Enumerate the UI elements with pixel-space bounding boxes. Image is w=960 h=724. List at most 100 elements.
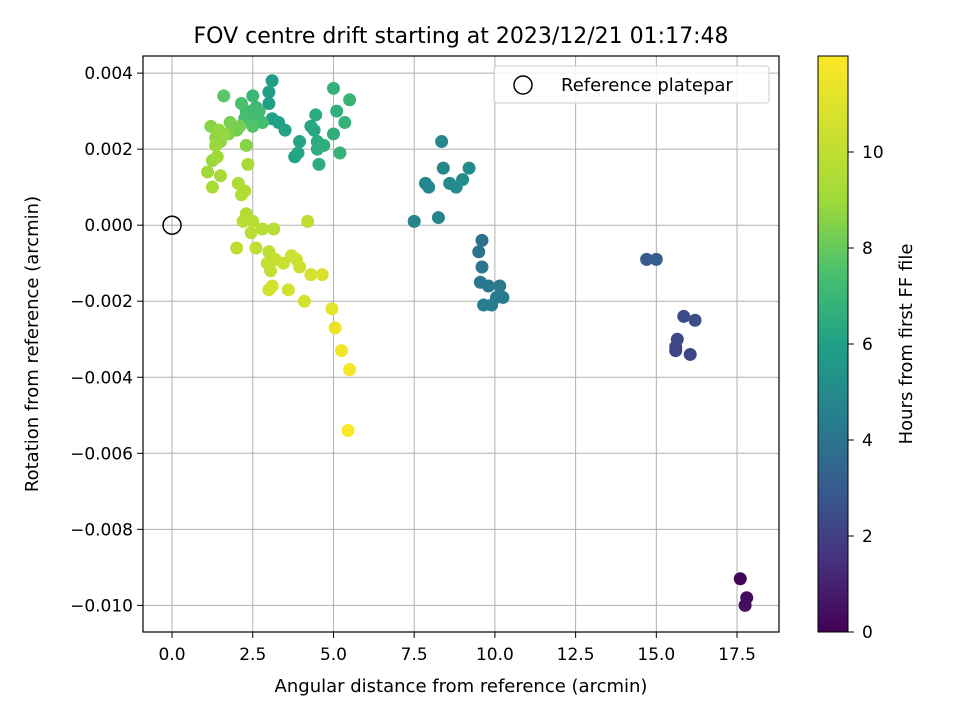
data-point: [239, 138, 253, 152]
data-point: [317, 138, 331, 152]
y-tick-label: −0.008: [70, 520, 133, 540]
reference-marker: [162, 215, 182, 235]
y-tick-label: −0.002: [70, 292, 133, 312]
data-point: [278, 123, 292, 137]
data-point: [265, 74, 279, 88]
legend-label: Reference platepar: [561, 75, 733, 96]
data-point: [264, 264, 278, 278]
y-tick-label: 0.002: [84, 140, 133, 160]
colorbar: 0 2 4 6 8 10 Hours from first FF file: [817, 55, 917, 643]
data-point: [343, 363, 357, 377]
colorbar-tick-label: 8: [862, 239, 873, 259]
colorbar-tick-label: 2: [862, 527, 873, 547]
data-point: [326, 81, 340, 95]
data-point: [435, 135, 449, 149]
x-tick-label: 7.5: [401, 645, 428, 665]
data-point: [309, 108, 323, 122]
x-tick-label: 15.0: [637, 645, 675, 665]
data-point: [297, 294, 311, 308]
data-point: [201, 165, 215, 179]
data-point: [328, 321, 342, 335]
data-point: [431, 211, 445, 225]
data-point: [738, 598, 752, 612]
x-tick-label: 12.5: [557, 645, 595, 665]
data-point: [246, 89, 260, 103]
data-point: [315, 268, 329, 282]
data-point: [293, 260, 307, 274]
plot-area-frame: [142, 55, 780, 633]
y-tick-label: 0.000: [84, 216, 133, 236]
x-tick-label: 10.0: [476, 645, 514, 665]
data-point: [267, 222, 281, 236]
data-point: [291, 146, 305, 160]
data-point: [462, 161, 476, 175]
data-point: [265, 279, 279, 293]
data-point: [301, 214, 315, 228]
data-point: [217, 89, 231, 103]
x-tick-label: 0.0: [159, 645, 186, 665]
data-point: [338, 116, 352, 130]
data-point: [475, 233, 489, 247]
x-axis-ticks: 0.0 2.5 5.0 7.5 10.0 12.5 15.0 17.5: [159, 632, 756, 665]
data-point: [640, 252, 654, 266]
data-point: [244, 226, 258, 240]
data-point: [210, 150, 224, 164]
data-point: [333, 146, 347, 160]
data-point: [234, 97, 248, 111]
y-axis-ticks: 0.004 0.002 0.000 −0.002 −0.004 −0.006 −0.008 −…: [70, 64, 143, 616]
data-point: [312, 157, 326, 171]
data-point: [343, 93, 357, 107]
data-point: [209, 138, 223, 152]
data-point: [236, 214, 250, 228]
data-point: [496, 290, 510, 304]
x-tick-label: 17.5: [718, 645, 756, 665]
grid-lines: [143, 56, 779, 632]
data-point: [205, 180, 219, 194]
y-tick-label: −0.006: [70, 444, 133, 464]
data-point: [212, 123, 226, 137]
colorbar-label: Hours from first FF file: [896, 244, 917, 445]
data-point: [281, 283, 295, 297]
data-point: [335, 344, 349, 358]
data-point: [262, 97, 276, 111]
data-point: [472, 245, 486, 259]
colorbar-gradient: [817, 55, 849, 633]
data-point: [407, 214, 421, 228]
colorbar-tick-label: 4: [862, 431, 873, 451]
data-point: [330, 104, 344, 118]
y-axis-label: Rotation from reference (arcmin): [22, 196, 43, 492]
data-point: [325, 302, 339, 316]
colorbar-tick-label: 6: [862, 335, 873, 355]
data-point: [249, 241, 263, 255]
x-axis-label: Angular distance from reference (arcmin): [275, 676, 648, 697]
data-point: [230, 241, 244, 255]
data-point: [213, 169, 227, 183]
data-points: [201, 74, 754, 612]
data-point: [234, 188, 248, 202]
data-point: [233, 119, 247, 133]
data-point: [649, 252, 663, 266]
legend: Reference platepar: [493, 65, 770, 104]
data-point: [246, 119, 260, 133]
data-point: [307, 123, 321, 137]
data-point: [341, 423, 355, 437]
data-point: [255, 222, 269, 236]
x-tick-label: 5.0: [320, 645, 347, 665]
y-tick-label: 0.004: [84, 64, 133, 84]
y-tick-label: −0.010: [70, 596, 133, 616]
data-point: [304, 268, 318, 282]
colorbar-tick-label: 0: [862, 623, 873, 643]
data-point: [422, 180, 436, 194]
data-point: [670, 332, 684, 346]
data-point: [481, 279, 495, 293]
data-point: [326, 127, 340, 141]
y-tick-label: −0.004: [70, 368, 133, 388]
legend-marker-icon: [513, 75, 533, 95]
data-point: [688, 313, 702, 327]
data-point: [677, 309, 691, 323]
data-point: [493, 279, 507, 293]
data-point: [436, 161, 450, 175]
colorbar-ticks: 0 2 4 6 8 10: [848, 143, 884, 643]
x-tick-label: 2.5: [239, 645, 266, 665]
